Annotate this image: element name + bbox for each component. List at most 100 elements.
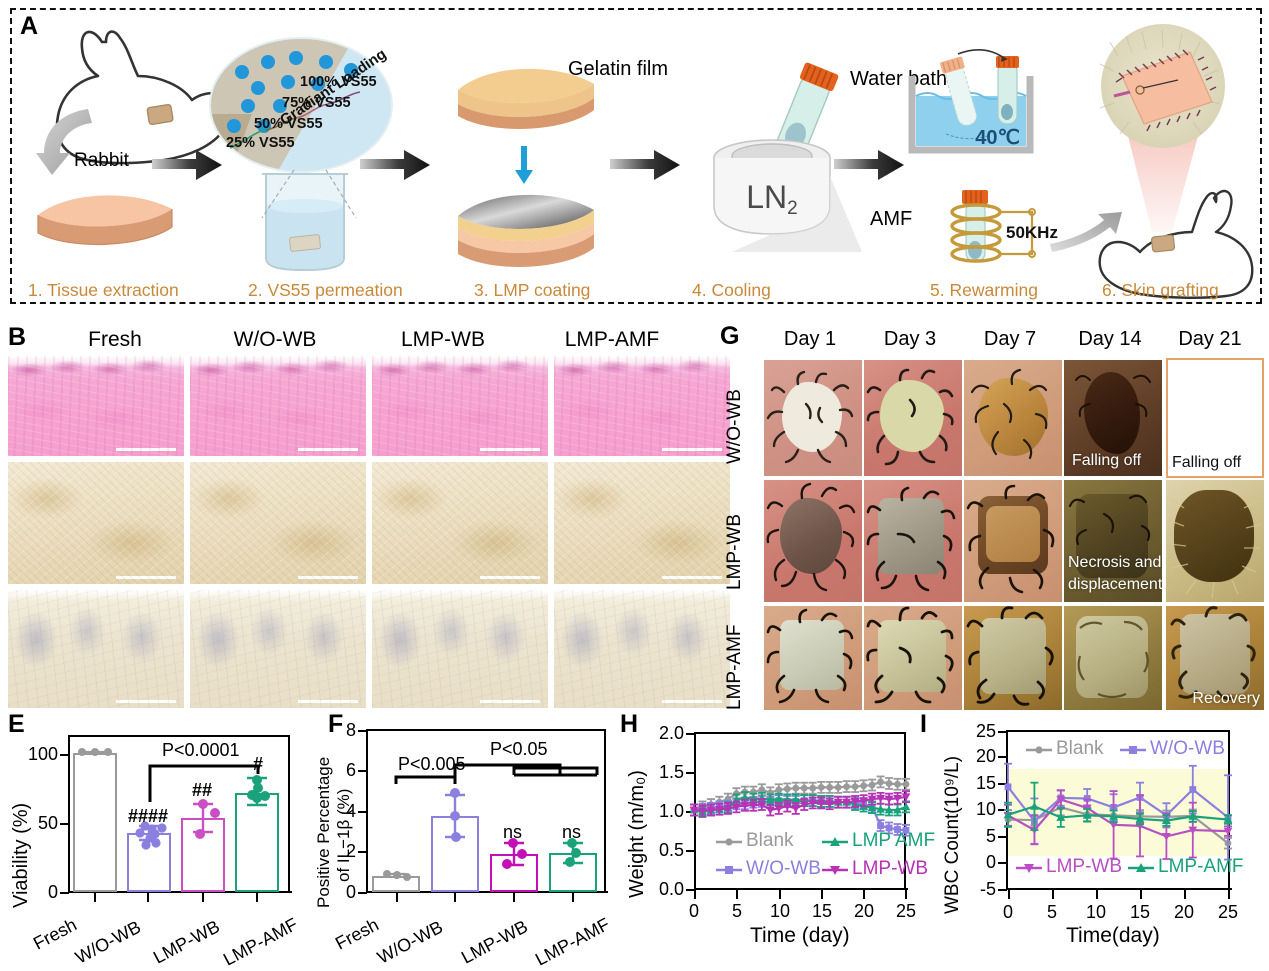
- panel-i-ytick-0: 0: [985, 852, 996, 872]
- panel-a-workflow: A 1. Tissue extraction Rabbit: [10, 8, 1262, 304]
- histology-image-d-fresh: [8, 590, 184, 708]
- arrow-step2-to-step3-icon: [360, 150, 430, 180]
- panel-e-ytick-50: 50: [37, 813, 58, 833]
- panel-g-cell-lmpamf-day7: [964, 606, 1062, 710]
- panel-f-ytick-8: 8: [345, 720, 356, 740]
- gray-arrow-to-rabbit-icon: [1050, 212, 1122, 252]
- panel-e-ytick-100: 100: [27, 744, 58, 764]
- beaker-icon: [262, 173, 348, 272]
- scale-bar: [480, 700, 540, 703]
- histology-image-d-lmpamf: [554, 590, 730, 708]
- panel-i-legend-lmpamf: LMP-AMF: [1158, 856, 1244, 877]
- panel-g-col-day7: Day 7: [983, 328, 1037, 350]
- vs55-100-label: 100% VS55: [300, 74, 377, 90]
- histology-header-lmpamf: LMP-AMF: [564, 328, 660, 351]
- crust-overlay: [1077, 620, 1149, 699]
- histology-image-c-wowb: [190, 462, 366, 584]
- histology-image-d-lmpwb: [372, 590, 548, 708]
- panel-f-sig-lmpamf: ns: [562, 822, 582, 842]
- rabbit-label: Rabbit: [74, 150, 129, 171]
- panel-e-sig-lmpwb: ##: [192, 780, 213, 800]
- ln2-dewar-icon: LN2: [713, 62, 862, 252]
- panel-h-legend-wowb: W/O-WB: [746, 858, 821, 879]
- panel-g-wound-timeline: G Day 1 Day 3 Day 7 Day 14 Day 21 W/O-WB…: [700, 322, 1264, 710]
- panel-a-step-4-caption: 4. Cooling: [692, 280, 771, 300]
- panel-i-xtick-20: 20: [1173, 902, 1195, 922]
- panel-h-legend-lmpamf: LMP AMF: [852, 830, 936, 851]
- water-bath-label: Water bath: [850, 68, 948, 90]
- panel-i-legend-marker-lmpamf: [1128, 863, 1154, 872]
- panel-g-col-day21: Day 21: [1178, 328, 1242, 350]
- scale-bar: [480, 576, 540, 579]
- panel-h-xtick-20: 20: [853, 901, 875, 921]
- histology-image-b-wowb: [190, 356, 366, 456]
- panel-g-note-wowb-day14: Falling off: [1072, 452, 1142, 469]
- scale-bar: [298, 700, 358, 703]
- panel-g-cell-wowb-day3: [864, 360, 962, 476]
- panel-e-viability-chart: E Viability (%) 0 50 100: [0, 710, 318, 970]
- panel-f-errorbars-and-points: [383, 763, 599, 881]
- water-bath-temp: 40℃: [975, 127, 1020, 149]
- panel-f-ytick-4: 4: [345, 801, 356, 821]
- histology-image-c-lmpamf: [554, 462, 730, 584]
- panel-h-xlabel: Time (day): [750, 924, 850, 947]
- scale-bar: [116, 576, 176, 579]
- panel-e-letter: E: [8, 710, 25, 738]
- panel-g-cell-wowb-day21: Falling off: [1166, 358, 1264, 478]
- histology-image-b-fresh: [8, 356, 184, 456]
- scale-bar: [116, 448, 176, 451]
- panel-e-pvalue-annotation: P<0.0001: [162, 740, 240, 760]
- histology-image-c-fresh: [8, 462, 184, 584]
- gelatin-film-label: Gelatin film: [568, 58, 669, 80]
- panel-h-legend-marker-wowb: [716, 866, 742, 874]
- panel-h-legend-marker-lmpamf: [822, 837, 848, 846]
- amf-coil-icon: 50KHz: [950, 190, 1058, 263]
- panel-g-row-lmpwb: LMP-WB: [724, 514, 745, 590]
- panel-e-sig-wowb: ####: [128, 806, 169, 826]
- panel-g-col-day1: Day 1: [783, 328, 837, 350]
- magnifier-leader-lines: [261, 169, 357, 219]
- histology-image-b-lmpamf: [554, 356, 730, 456]
- panel-i-ytick-10: 10: [975, 799, 996, 819]
- panel-h-ytick-00: 0.0: [658, 879, 684, 899]
- histology-header-lmpwb: LMP-WB: [401, 328, 485, 351]
- panel-i-legend-wowb: W/O-WB: [1150, 738, 1225, 759]
- panel-g-cell-lmpamf-day21: Recovery: [1166, 606, 1264, 710]
- amf-frequency: 50KHz: [1006, 223, 1058, 242]
- suture-overlay: [970, 368, 1048, 460]
- suture-overlay: [866, 368, 954, 466]
- panel-h-letter: H: [620, 710, 639, 738]
- skin-graft-magnifier: [1099, 24, 1225, 232]
- panel-i-xtick-5: 5: [1046, 902, 1057, 922]
- panel-i-xtick-10: 10: [1085, 902, 1107, 922]
- vs55-25-label: 25% VS55: [226, 135, 295, 151]
- panel-h-ytick-10: 1.0: [658, 801, 684, 821]
- panel-f-sig-lmpwb: ns: [503, 822, 523, 842]
- panel-i-series-plot: [1003, 762, 1233, 861]
- panel-g-note-lmpwb-day14-line2: displacement: [1068, 576, 1162, 593]
- panel-h-ytick-20: 2.0: [658, 723, 684, 743]
- panel-f-pvalue-1: P<0.005: [398, 754, 466, 774]
- histology-image-b-lmpwb: [372, 356, 548, 456]
- panel-i-xtick-25: 25: [1217, 902, 1239, 922]
- histology-image-c-lmpwb: [372, 462, 548, 584]
- panel-i-xtick-0: 0: [1002, 902, 1013, 922]
- gray-curved-arrow-icon: [36, 109, 92, 175]
- rabbit-graft-outline-icon: [1098, 189, 1254, 299]
- suture-overlay: [766, 482, 856, 592]
- panel-h-xtick-5: 5: [731, 901, 742, 921]
- panel-g-cell-lmpwb-day7: [964, 480, 1062, 602]
- vs55-50-label: 50% VS55: [254, 116, 323, 132]
- panel-g-cell-lmpamf-day3: [864, 606, 962, 710]
- panel-i-xlabel: Time(day): [1066, 924, 1160, 947]
- panel-a-step-5-caption: 5. Rewarming: [930, 280, 1038, 300]
- panel-a-step-1-caption: 1. Tissue extraction: [28, 280, 179, 300]
- panel-b-letter: B: [8, 323, 27, 351]
- panel-i-legend-marker-blank: [1026, 746, 1052, 754]
- panel-e-errorbars-and-points: [78, 748, 270, 850]
- arrow-step3-to-step4-icon: [610, 150, 680, 180]
- panel-e-sig-lmpamf: #: [253, 754, 264, 774]
- arrow-step4-to-step5-icon: [834, 150, 904, 180]
- panel-i-ytick-5: 5: [985, 826, 996, 846]
- figure-root: A 1. Tissue extraction Rabbit: [0, 8, 1264, 970]
